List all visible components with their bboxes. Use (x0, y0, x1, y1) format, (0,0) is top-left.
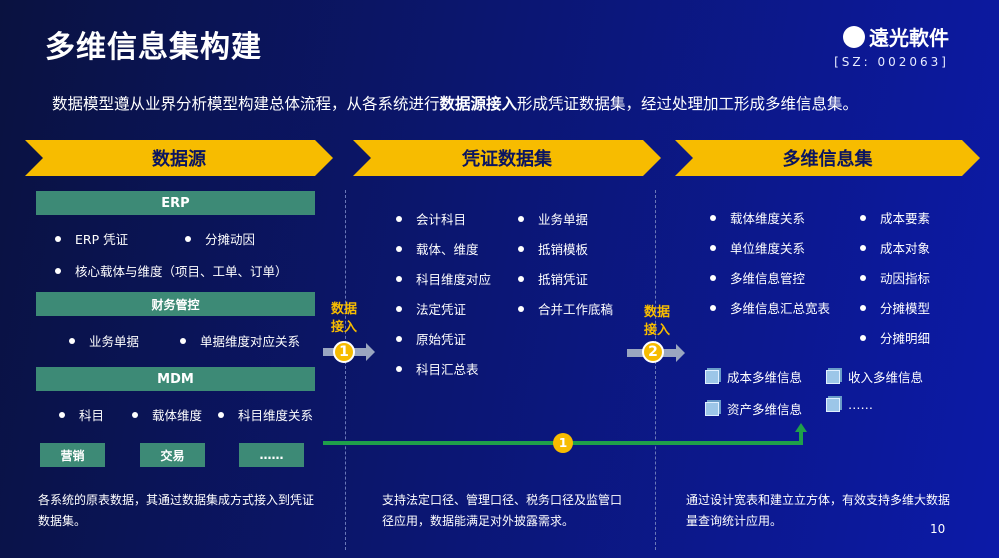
header-multidim-dataset: 多维信息集 (675, 140, 980, 176)
cube-icon (826, 397, 840, 412)
list-item: 载体、维度 (396, 239, 479, 258)
footer-voucher: 支持法定口径、管理口径、税务口径及监管口径应用，数据能满足对外披露需求。 (382, 493, 623, 528)
divider (655, 190, 656, 550)
cube-item: …… (826, 397, 873, 412)
list-item: 科目 (59, 405, 104, 424)
stock-code: [SZ: 002063] (834, 55, 949, 69)
bypass-badge: 1 (553, 433, 573, 453)
list-item: 科目维度关系 (218, 405, 313, 424)
list-item: 会计科目 (396, 209, 466, 228)
footer-data-source: 各系统的原表数据，其通过数据集成方式接入到凭证数据集。 (38, 493, 315, 528)
arrow-head-icon (366, 343, 375, 361)
header-data-source: 数据源 (25, 140, 333, 176)
list-item: 抵销凭证 (518, 269, 588, 288)
list-item: 分摊模型 (860, 298, 930, 317)
cube-item: 成本多维信息 (705, 367, 802, 386)
access-label-2: 数据 接入 (644, 305, 671, 338)
list-item: 分摊动因 (185, 229, 255, 248)
list-item: 抵销模板 (518, 239, 588, 258)
more-box: …… (239, 443, 304, 467)
fin-control-bar: 财务管控 (36, 292, 315, 316)
marketing-box: 营销 (40, 443, 105, 467)
footer-multidim: 通过设计宽表和建立立方体，有效支持多维大数据量查询统计应用。 (686, 493, 951, 528)
bypass-line-up (799, 430, 803, 445)
list-item: 合并工作底稿 (518, 299, 613, 318)
step-badge-1: 1 (333, 341, 355, 363)
list-item: 业务单据 (518, 209, 588, 228)
list-item: 科目汇总表 (396, 359, 479, 378)
logo-icon (843, 25, 865, 48)
cube-icon (826, 369, 840, 384)
intro-text: 数据模型遵从业界分析模型构建总体流程，从各系统进行数据源接入形成凭证数据集，经过… (52, 95, 859, 113)
list-item: 原始凭证 (396, 329, 466, 348)
list-item: ERP 凭证 (55, 229, 128, 248)
list-item: 载体维度关系 (710, 208, 805, 227)
logo: 遠光軟件 [SZ: 002063] (834, 25, 949, 69)
list-item: 单据维度对应关系 (180, 331, 300, 350)
cube-item: 收入多维信息 (826, 367, 923, 386)
cube-item: 资产多维信息 (705, 399, 802, 418)
access-label-1: 数据 接入 (331, 302, 358, 335)
list-item: 分摊明细 (860, 328, 930, 347)
page-title: 多维信息集构建 (45, 30, 262, 65)
list-item: 成本要素 (860, 208, 930, 227)
step-badge-2: 2 (642, 341, 664, 363)
erp-bar: ERP (36, 191, 315, 215)
list-item: 核心载体与维度（项目、工单、订单） (55, 261, 288, 280)
list-item: 科目维度对应 (396, 269, 491, 288)
arrow-head-icon (676, 344, 685, 362)
list-item: 业务单据 (69, 331, 139, 350)
cube-icon (705, 401, 719, 416)
list-item: 成本对象 (860, 238, 930, 257)
list-item: 法定凭证 (396, 299, 466, 318)
page-number: 10 (930, 522, 946, 536)
cube-icon (705, 369, 719, 384)
list-item: 载体维度 (132, 405, 202, 424)
divider (345, 190, 346, 550)
list-item: 单位维度关系 (710, 238, 805, 257)
header-voucher-dataset: 凭证数据集 (353, 140, 661, 176)
list-item: 多维信息管控 (710, 268, 805, 287)
trade-box: 交易 (140, 443, 205, 467)
mdm-bar: MDM (36, 367, 315, 391)
arrow-up-icon (795, 423, 807, 432)
list-item: 多维信息汇总宽表 (710, 298, 830, 317)
list-item: 动因指标 (860, 268, 930, 287)
